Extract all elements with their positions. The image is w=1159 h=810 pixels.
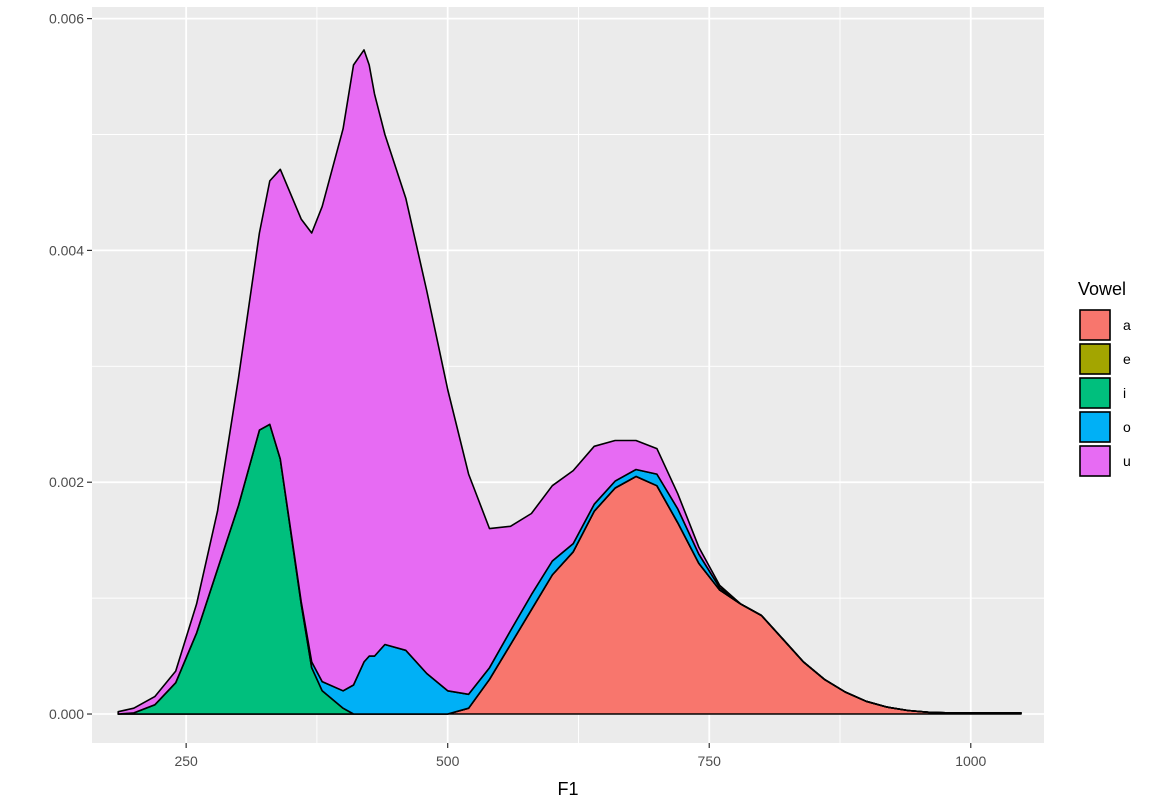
density-area-u: [117, 49, 1022, 715]
legend-key-u: [1079, 445, 1111, 477]
legend: Vowel a e i o u: [1078, 279, 1131, 477]
y-tick-label: 0.004: [49, 242, 84, 258]
x-axis-title: F1: [557, 779, 578, 799]
y-axis: 0.000 0.002 0.004 0.006: [49, 11, 92, 722]
legend-label-e: e: [1123, 351, 1131, 367]
x-axis: 250 500 750 1000: [174, 743, 987, 769]
legend-key-i: [1079, 377, 1111, 409]
x-tick-label: 1000: [955, 753, 986, 769]
legend-label-a: a: [1123, 317, 1131, 333]
legend-label-u: u: [1123, 453, 1131, 469]
legend-label-i: i: [1123, 385, 1126, 401]
legend-label-o: o: [1123, 419, 1131, 435]
y-tick-label: 0.000: [49, 706, 84, 722]
x-tick-label: 250: [174, 753, 198, 769]
legend-key-o: [1079, 411, 1111, 443]
legend-title: Vowel: [1078, 279, 1126, 299]
y-tick-label: 0.006: [49, 11, 84, 27]
y-tick-label: 0.002: [49, 474, 84, 490]
x-tick-label: 750: [698, 753, 722, 769]
density-areas: [117, 49, 1022, 715]
legend-key-a: [1079, 309, 1111, 341]
x-tick-label: 500: [436, 753, 460, 769]
legend-key-e: [1079, 343, 1111, 375]
